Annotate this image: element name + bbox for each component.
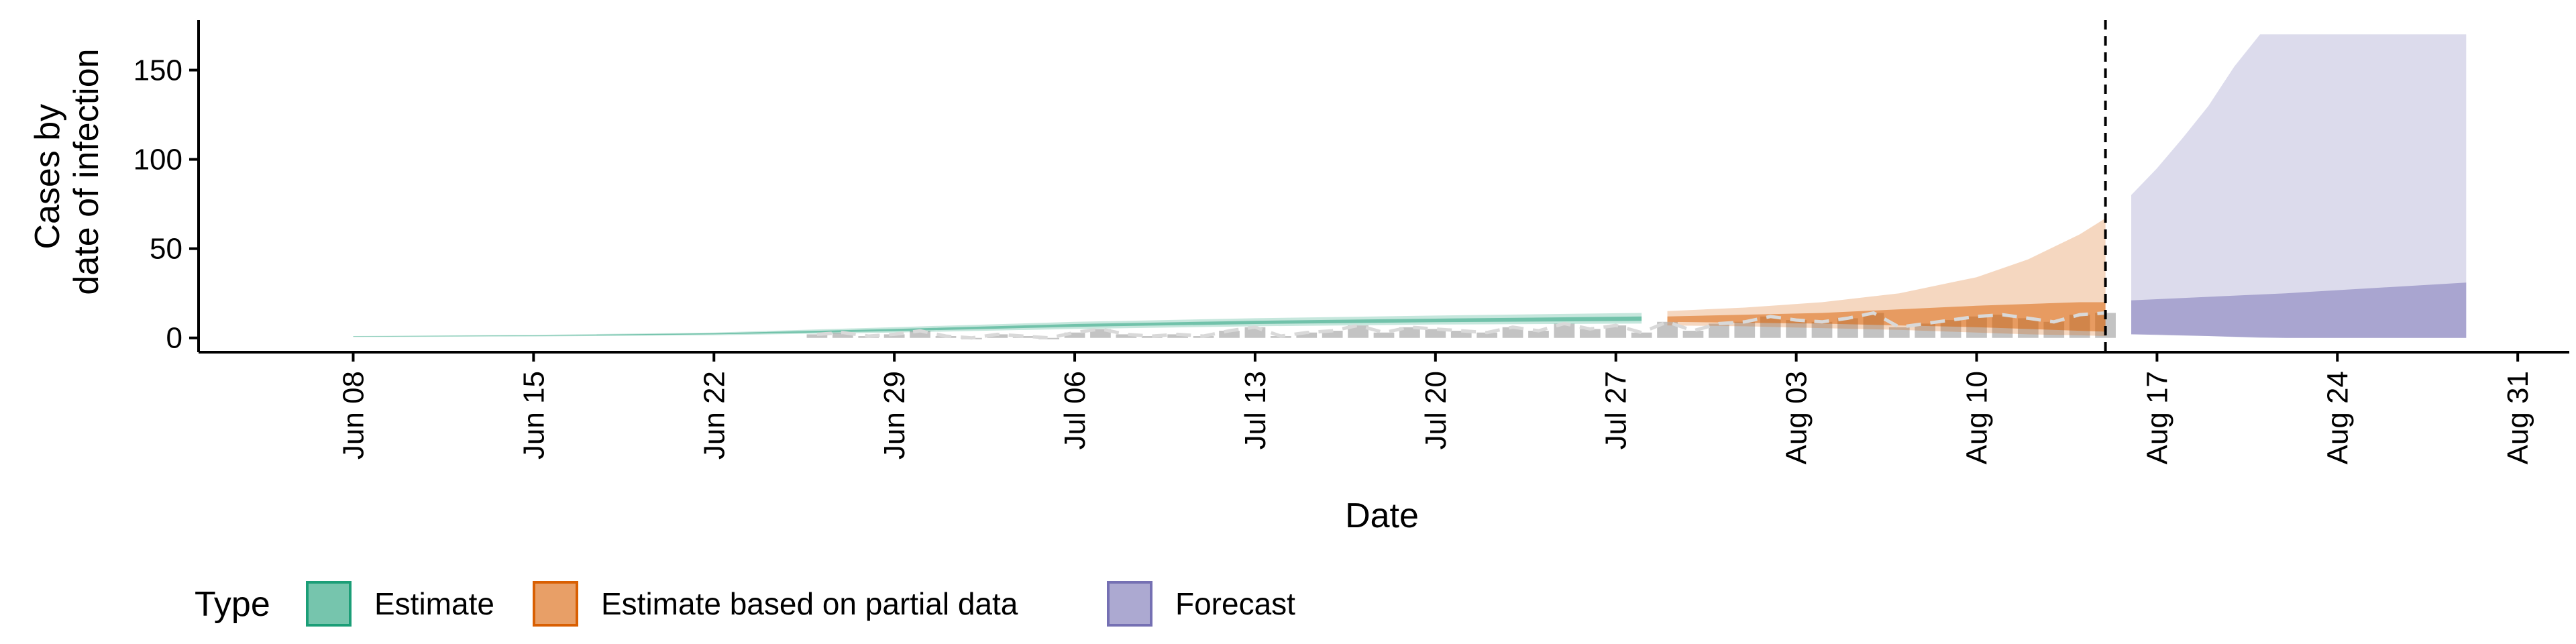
observed-bar	[1811, 321, 1833, 338]
legend-item-estimate: Estimate	[306, 581, 494, 627]
observed-bar	[1528, 331, 1549, 338]
observed-bar	[1167, 334, 1189, 338]
observed-bar	[1038, 337, 1059, 339]
observed-bar	[910, 331, 930, 338]
x-axis-title: Date	[1345, 496, 1419, 535]
observed-bar	[1915, 323, 1936, 338]
observed-bar	[987, 334, 1008, 338]
observed-bar	[1116, 334, 1137, 338]
legend-key-forecast	[1107, 581, 1152, 627]
observed-bar	[1348, 325, 1368, 338]
observed-bar	[806, 334, 828, 338]
observed-bar	[1657, 321, 1678, 338]
x-tick-label: Jun 08	[337, 371, 370, 460]
x-tick-label: Jul 20	[1419, 371, 1452, 449]
observed-bar	[1064, 332, 1085, 338]
x-tick-label: Aug 10	[1961, 371, 1994, 464]
observed-bar	[1502, 327, 1523, 338]
observed-bar	[1682, 331, 1704, 338]
plot-area	[353, 20, 2467, 352]
legend-title: Type	[195, 585, 270, 624]
observed-bar	[1605, 325, 1627, 338]
legend: Type Estimate Estimate based on partial d…	[195, 581, 1295, 627]
x-tick-label: Jun 22	[698, 371, 731, 460]
estimate-outer-band	[353, 313, 1642, 337]
forecast-inner-band	[2131, 282, 2467, 338]
x-tick-label: Jun 29	[878, 371, 911, 460]
x-tick-label: Jun 15	[517, 371, 550, 460]
x-tick-label: Aug 03	[1780, 371, 1813, 464]
observed-bar	[1322, 331, 1343, 338]
observed-bar	[1554, 323, 1575, 338]
y-axis-title-line-1: Cases by	[28, 104, 67, 250]
observed-bar	[1373, 332, 1395, 338]
y-tick-label: 0	[166, 322, 182, 355]
observed-bar	[1450, 331, 1472, 338]
observed-bar	[1579, 329, 1601, 338]
x-tick-label: Jul 13	[1239, 371, 1272, 449]
observed-bar	[1296, 332, 1318, 338]
legend-label-estimate: Estimate	[374, 586, 494, 621]
observed-bar	[832, 332, 853, 338]
legend-item-forecast: Forecast	[1107, 581, 1295, 627]
observed-bar	[1477, 332, 1498, 338]
legend-item-estimate_partial: Estimate based on partial data	[533, 581, 1018, 627]
estimate-inner-band	[353, 316, 1642, 337]
observed-bar	[1399, 327, 1420, 338]
legend-key-estimate	[306, 581, 352, 627]
observed-bar	[1219, 331, 1240, 338]
legend-label-estimate_partial: Estimate based on partial data	[601, 586, 1018, 621]
observed-bar	[1709, 323, 1729, 338]
y-axis-title: Cases by date of infection	[28, 48, 106, 294]
x-tick-label: Aug 24	[2321, 371, 2354, 464]
y-tick-label: 150	[133, 54, 182, 87]
legend-label-forecast: Forecast	[1175, 586, 1295, 621]
observed-bar	[1631, 332, 1652, 338]
x-tick-label: Jul 06	[1059, 371, 1091, 449]
axes: 0 50 100 150 Jun 08 Jun 15 Jun 22 Jun 29 Jul 06 J…	[133, 20, 2569, 464]
x-tick-label: Aug 17	[2141, 371, 2174, 464]
y-axis-title-line-2: date of infection	[67, 48, 106, 294]
y-tick-label: 100	[133, 144, 182, 176]
observed-bar	[1734, 321, 1756, 338]
observed-bar	[1888, 327, 1910, 338]
observed-bar	[1425, 329, 1446, 338]
observed-bar	[1141, 336, 1163, 338]
forecast-outer-band	[2131, 34, 2467, 338]
x-tick-label: Aug 31	[2502, 371, 2534, 464]
observed-line	[816, 311, 2106, 340]
y-tick-label: 50	[150, 233, 182, 266]
legend-key-estimate_partial	[533, 581, 578, 627]
estimate_partial-inner-band	[1667, 302, 2106, 332]
x-tick-label: Jul 27	[1600, 371, 1633, 449]
observed-bar	[883, 334, 905, 338]
